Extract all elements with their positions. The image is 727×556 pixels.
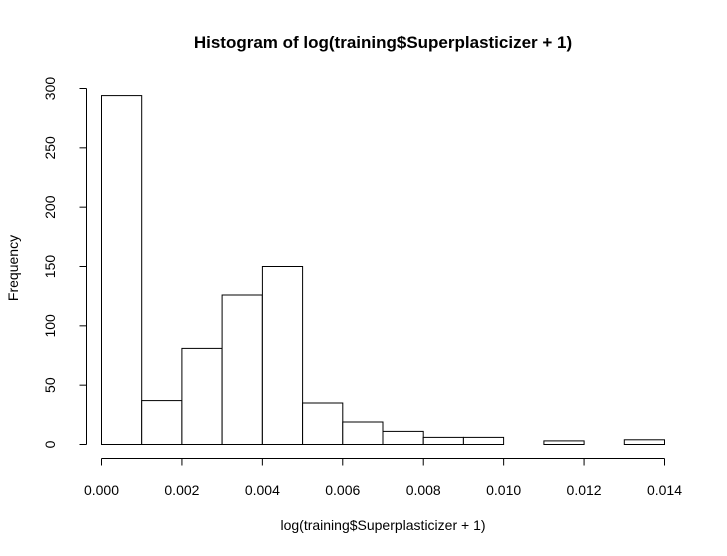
histogram-bar xyxy=(462,436,505,445)
x-tick-label: 0.000 xyxy=(84,482,119,498)
x-tick-label: 0.014 xyxy=(647,482,682,498)
histogram-bar xyxy=(141,400,183,446)
histogram-bar xyxy=(382,430,424,445)
x-axis-label: log(training$Superplasticizer + 1) xyxy=(280,517,485,533)
x-tick-label: 0.012 xyxy=(567,482,602,498)
x-tick-label: 0.010 xyxy=(486,482,521,498)
x-axis: 0.000 0.002 0.004 0.006 0.008 0.010 0.012 0.014 xyxy=(84,458,682,498)
x-tick-label: 0.006 xyxy=(325,482,360,498)
y-tick-label: 200 xyxy=(42,195,58,219)
x-tick-label: 0.004 xyxy=(245,482,280,498)
y-tick-label: 300 xyxy=(42,77,58,101)
y-tick-label: 150 xyxy=(42,255,58,279)
histogram-bar xyxy=(302,402,344,445)
histogram-bar xyxy=(261,266,304,445)
histogram-bar xyxy=(422,436,464,445)
x-tick-label: 0.008 xyxy=(406,482,441,498)
histogram-bar xyxy=(181,347,223,445)
histogram-bar xyxy=(543,440,585,445)
y-axis-label: Frequency xyxy=(5,235,21,301)
histogram-bar xyxy=(101,95,143,445)
y-tick-label: 100 xyxy=(42,314,58,338)
y-tick-label: 250 xyxy=(42,136,58,160)
histogram-bar xyxy=(342,421,384,445)
x-tick-label: 0.002 xyxy=(164,482,199,498)
bars-group xyxy=(101,95,665,446)
y-tick-label: 50 xyxy=(42,377,58,393)
histogram-bar xyxy=(221,294,263,445)
chart-title: Histogram of log(training$Superplasticiz… xyxy=(194,33,572,52)
y-tick-label: 0 xyxy=(42,440,58,448)
y-axis: 0 50 100 150 200 250 300 xyxy=(42,77,87,448)
histogram-bar xyxy=(623,439,665,445)
